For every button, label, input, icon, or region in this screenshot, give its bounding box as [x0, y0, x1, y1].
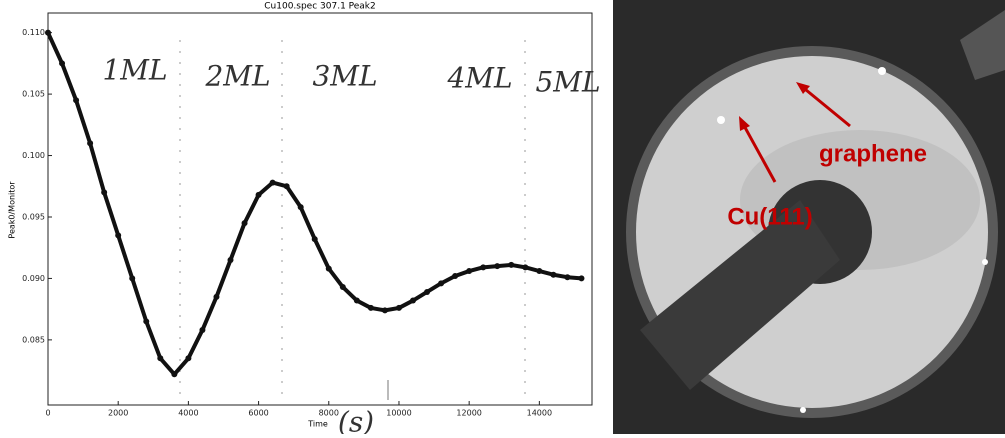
x-tick-label: 12000 — [456, 409, 481, 418]
data-point — [494, 263, 501, 270]
clip — [960, 10, 1005, 80]
data-point — [73, 97, 80, 104]
x-axis-label: Time — [307, 420, 328, 429]
x-tick-label: 2000 — [108, 409, 128, 418]
data-point — [353, 297, 360, 304]
data-point — [311, 236, 318, 243]
data-point — [101, 189, 108, 196]
arrow-head — [739, 116, 750, 131]
arrow — [740, 121, 777, 183]
y-tick-label: 0.100 — [22, 151, 45, 160]
data-point — [325, 265, 332, 272]
spot — [982, 259, 988, 265]
x-tick-label: 4000 — [178, 409, 198, 418]
annotation: (s) — [338, 406, 374, 435]
annotation: 5ML — [535, 66, 600, 99]
data-point — [45, 29, 51, 36]
data-point — [410, 297, 417, 304]
data-point — [143, 318, 150, 325]
spot — [800, 407, 806, 413]
data-point — [297, 204, 304, 211]
data-point — [283, 183, 290, 190]
data-point — [536, 268, 543, 275]
data-point — [129, 275, 136, 282]
data-point — [578, 275, 585, 282]
annotation: 3ML — [312, 60, 377, 93]
data-point — [438, 280, 445, 287]
data-point — [522, 264, 529, 271]
chart-title: Cu100.spec 307.1 Peak2 — [264, 2, 376, 12]
data-point — [199, 327, 206, 334]
plot-frame — [47, 12, 593, 406]
data-point — [466, 268, 473, 275]
data-point — [185, 355, 192, 362]
y-tick-label: 0.105 — [22, 90, 45, 99]
spot — [717, 116, 725, 124]
x-tick-label: 14000 — [527, 409, 552, 418]
data-point — [564, 274, 571, 281]
data-point — [381, 307, 388, 314]
data-point — [157, 355, 164, 362]
y-axis-label: Peak0/Monitor — [8, 181, 17, 239]
arrow — [799, 83, 851, 128]
data-point — [115, 232, 122, 239]
data-point — [255, 191, 262, 198]
spot — [878, 67, 886, 75]
data-point — [508, 261, 515, 268]
annotation: 1ML — [102, 54, 167, 87]
gun-arm — [640, 200, 840, 390]
x-tick-label: 10000 — [386, 409, 411, 418]
y-tick-label: 0.090 — [22, 274, 45, 283]
arrow-head — [796, 82, 810, 94]
data-point — [269, 179, 276, 186]
annotation: 4ML — [446, 62, 512, 95]
y-tick-label: 0.085 — [22, 335, 45, 344]
annotation: 2ML — [204, 60, 270, 93]
leed-image: graphene Cu(111) — [613, 0, 1005, 434]
image-label: Cu(111) — [727, 203, 812, 230]
data-point — [59, 60, 66, 67]
data-point — [227, 256, 234, 263]
data-point — [424, 288, 431, 295]
data-point — [339, 284, 346, 291]
image-label: graphene — [819, 140, 927, 167]
data-point — [213, 293, 220, 300]
data-point — [452, 272, 459, 279]
data-point — [87, 140, 94, 147]
x-tick-label: 8000 — [319, 409, 339, 418]
y-tick-label: 0.110 — [22, 28, 45, 37]
data-point — [367, 304, 374, 311]
data-point — [550, 271, 557, 278]
data-point — [171, 371, 178, 378]
data-point — [395, 304, 402, 311]
y-tick-label: 0.095 — [22, 212, 45, 221]
data-point — [480, 264, 487, 271]
x-tick-label: 6000 — [248, 409, 268, 418]
data-point — [241, 220, 248, 227]
x-tick-label: 0 — [45, 409, 50, 418]
